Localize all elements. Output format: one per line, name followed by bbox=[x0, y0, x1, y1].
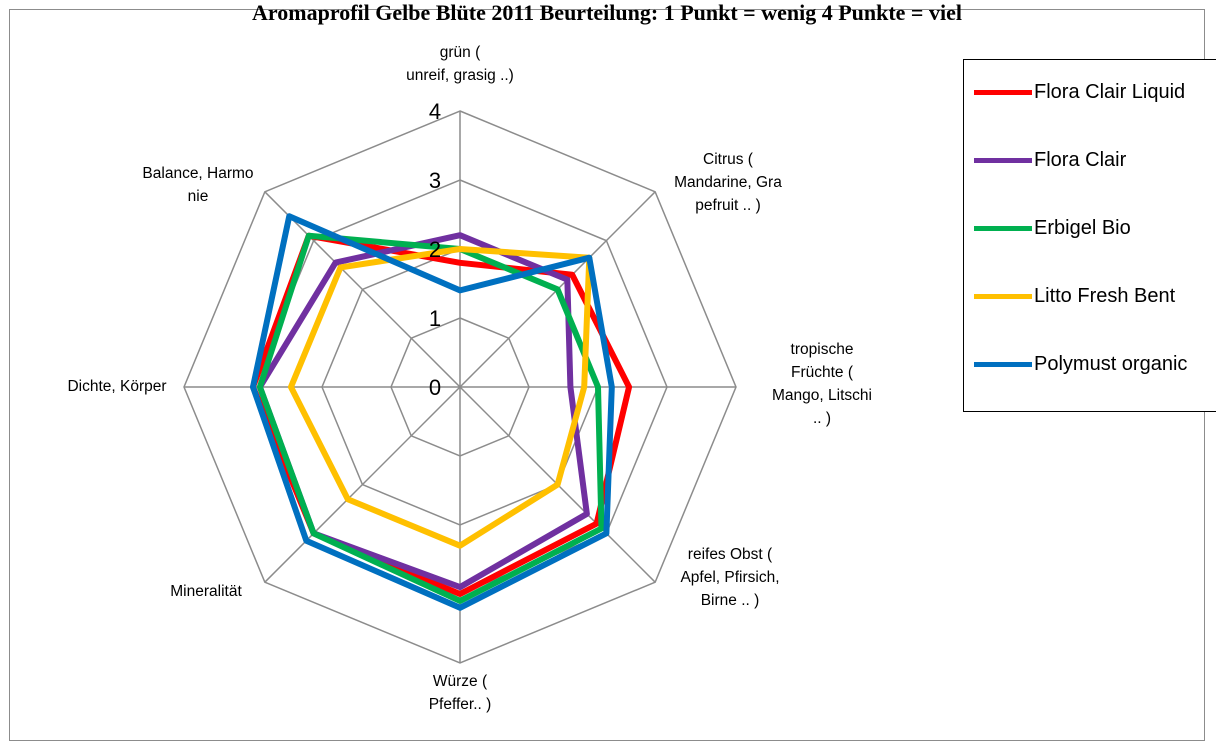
tick-label-4: 4 bbox=[429, 99, 441, 124]
series-line-4 bbox=[250, 213, 615, 611]
category-label-line: Würze ( bbox=[433, 673, 488, 690]
legend-item: Flora Clair Liquid bbox=[974, 80, 1185, 104]
radar-chart: 0 1 2 3 4 grün ( unreif, grasig ..) Citrus ( Man… bbox=[67, 44, 872, 713]
legend-item: Flora Clair bbox=[974, 148, 1126, 172]
legend: Flora Clair Liquid Flora Clair Erbigel Bio… bbox=[963, 59, 1216, 412]
category-label-line: Pfeffer.. ) bbox=[429, 696, 492, 713]
legend-label: Flora Clair bbox=[1034, 148, 1127, 171]
axis-spoke-7 bbox=[264, 191, 461, 388]
category-label-line: Früchte ( bbox=[791, 364, 854, 381]
category-label-line: .. ) bbox=[813, 410, 831, 427]
category-label-5: Mineralität bbox=[170, 583, 242, 600]
category-label-line: Balance, Harmo bbox=[142, 165, 253, 182]
category-label-line: pefruit .. ) bbox=[695, 197, 760, 214]
tick-label-0: 0 bbox=[429, 375, 441, 400]
legend-label: Polymust organic bbox=[1034, 352, 1188, 375]
category-label-line: Mineralität bbox=[170, 583, 242, 600]
legend-swatch bbox=[974, 361, 1032, 367]
category-label-1: Citrus ( Mandarine, Gra pefruit .. ) bbox=[674, 151, 782, 214]
category-label-line: Citrus ( bbox=[703, 151, 754, 168]
legend-swatch bbox=[974, 293, 1032, 299]
category-label-line: Dichte, Körper bbox=[67, 378, 166, 395]
category-label-line: Birne .. ) bbox=[701, 592, 760, 609]
tick-label-2: 2 bbox=[429, 237, 441, 262]
category-label-0: grün ( unreif, grasig ..) bbox=[406, 44, 514, 84]
category-label-4: Würze ( Pfeffer.. ) bbox=[429, 673, 492, 713]
category-label-line: nie bbox=[188, 188, 209, 205]
series-line-2 bbox=[256, 232, 605, 604]
series-line-3 bbox=[287, 246, 593, 549]
category-label-3: reifes Obst ( Apfel, Pfirsich, Birne .. ) bbox=[680, 546, 779, 609]
category-label-line: Apfel, Pfirsich, bbox=[680, 569, 779, 586]
chart-title: Aromaprofil Gelbe Blüte 2011 Beurteilung… bbox=[252, 0, 962, 25]
legend-item: Polymust organic bbox=[974, 352, 1187, 376]
tick-label-3: 3 bbox=[429, 168, 441, 193]
category-label-line: reifes Obst ( bbox=[688, 546, 773, 563]
tick-label-1: 1 bbox=[429, 306, 441, 331]
legend-label: Flora Clair Liquid bbox=[1034, 80, 1186, 103]
category-label-line: tropische bbox=[791, 341, 854, 358]
category-label-line: Mango, Litschi bbox=[772, 387, 872, 404]
axis-spoke-5 bbox=[264, 386, 461, 583]
category-label-line: unreif, grasig ..) bbox=[406, 67, 514, 84]
category-label-7: Balance, Harmo nie bbox=[142, 165, 253, 205]
legend-swatch bbox=[974, 89, 1032, 95]
legend-label: Erbigel Bio bbox=[1034, 216, 1131, 239]
legend-item: Erbigel Bio bbox=[974, 216, 1131, 240]
series-line-1 bbox=[256, 232, 590, 591]
legend-swatch bbox=[974, 225, 1032, 231]
chart-frame: Aromaprofil Gelbe Blüte 2011 Beurteilung… bbox=[9, 2, 1216, 741]
category-label-6: Dichte, Körper bbox=[67, 378, 166, 395]
category-label-line: grün ( bbox=[440, 44, 481, 61]
legend-item: Litto Fresh Bent bbox=[974, 284, 1175, 308]
category-label-2: tropische Früchte ( Mango, Litschi .. ) bbox=[772, 341, 872, 427]
category-label-line: Mandarine, Gra bbox=[674, 174, 782, 191]
legend-label: Litto Fresh Bent bbox=[1034, 284, 1176, 307]
legend-swatch bbox=[974, 157, 1032, 163]
